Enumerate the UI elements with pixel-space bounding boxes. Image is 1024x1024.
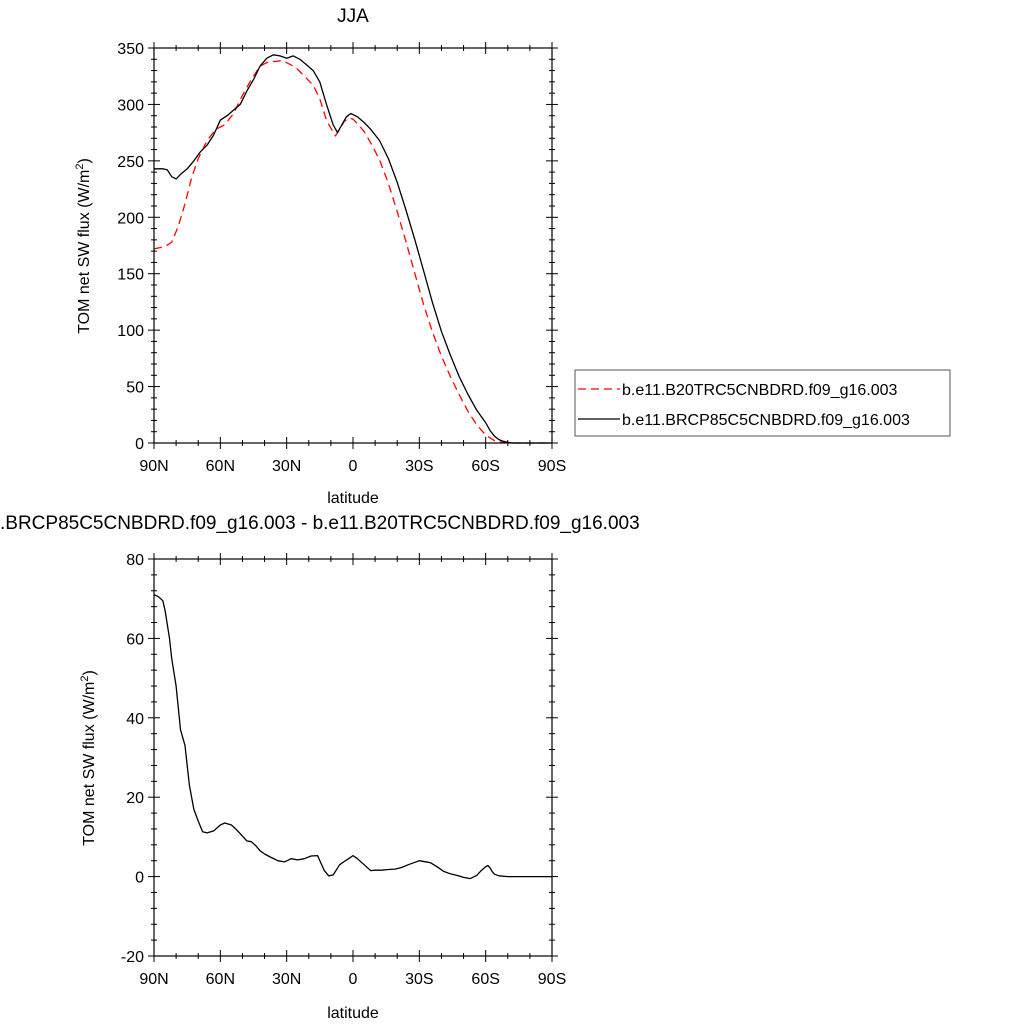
bottom-chart-xlabel: latitude <box>327 1005 379 1022</box>
bottom-series-group <box>153 594 552 880</box>
top-ytick-label: 300 <box>117 97 144 114</box>
bottom-chart-title: .BRCP85C5CNBDRD.f09_g16.003 - b.e11.B20T… <box>0 513 640 534</box>
top-chart-panel: JJA latitude TOM net SW flux (W/m2) 0 50 1… <box>74 6 566 507</box>
bottom-ytick-label: 80 <box>126 552 144 569</box>
bottom-plot-frame <box>153 558 553 957</box>
bottom-xtick-label: 30S <box>405 971 433 988</box>
bottom-ytick-label: 20 <box>126 790 144 807</box>
bottom-ytick-label: -20 <box>121 949 144 966</box>
top-ytick-label: 200 <box>117 210 144 227</box>
top-ytick-label: 150 <box>117 267 144 284</box>
bottom-xtick-label: 30N <box>272 971 301 988</box>
top-ytick-label: 0 <box>135 436 144 453</box>
top-ytick-label: 350 <box>117 41 144 58</box>
legend-label-series-2: b.e11.BRCP85C5CNBDRD.f09_g16.003 <box>622 412 910 429</box>
bottom-ytick-label: 60 <box>126 631 144 648</box>
top-ylabel-main: TOM net SW flux (W/m <box>76 170 93 334</box>
bottom-xtick-label: 90N <box>139 971 168 988</box>
bottom-y-axis: -20 0 20 40 60 80 <box>121 552 558 966</box>
legend: b.e11.B20TRC5CNBDRD.f09_g16.003 b.e11.BR… <box>574 369 951 437</box>
bottom-ytick-label: 40 <box>126 711 144 728</box>
bottom-ytick-label: 0 <box>135 870 144 887</box>
bottom-ylabel-superscript: 2 <box>79 676 91 682</box>
top-chart-title: JJA <box>337 6 369 27</box>
top-xtick-label: 60N <box>206 458 235 475</box>
top-xtick-label: 30N <box>272 458 301 475</box>
bottom-xtick-label: 60N <box>206 971 235 988</box>
top-xtick-label: 30S <box>405 458 433 475</box>
top-ylabel-close: ) <box>76 158 93 163</box>
bottom-series-line-1 <box>153 594 552 880</box>
top-xtick-label: 60S <box>471 458 499 475</box>
legend-label-series-1: b.e11.B20TRC5CNBDRD.f09_g16.003 <box>622 382 898 399</box>
top-ytick-label: 250 <box>117 154 144 171</box>
bottom-chart-ylabel: TOM net SW flux (W/m2) <box>79 670 98 846</box>
top-xtick-label: 90S <box>538 458 566 475</box>
top-x-axis: 90N 60N 30N 0 30S 60S 90S <box>139 42 566 475</box>
top-xtick-label: 90N <box>139 458 168 475</box>
bottom-xtick-label: 90S <box>538 971 566 988</box>
top-xtick-label: 0 <box>349 458 358 475</box>
top-ytick-label: 50 <box>126 380 144 397</box>
bottom-xtick-label: 0 <box>349 971 358 988</box>
bottom-chart-panel: .BRCP85C5CNBDRD.f09_g16.003 - b.e11.B20T… <box>0 513 640 1022</box>
legend-box <box>574 369 951 437</box>
top-ylabel-superscript: 2 <box>74 164 86 170</box>
top-series-group <box>153 54 552 444</box>
top-ytick-label: 100 <box>117 323 144 340</box>
bottom-ylabel-close: ) <box>81 670 98 675</box>
top-chart-xlabel: latitude <box>327 490 379 507</box>
top-series-line-2 <box>154 54 552 444</box>
top-chart-ylabel: TOM net SW flux (W/m2) <box>74 158 93 334</box>
top-plot-frame <box>153 47 553 444</box>
bottom-xtick-label: 60S <box>471 971 499 988</box>
bottom-ylabel-main: TOM net SW flux (W/m <box>81 682 98 846</box>
